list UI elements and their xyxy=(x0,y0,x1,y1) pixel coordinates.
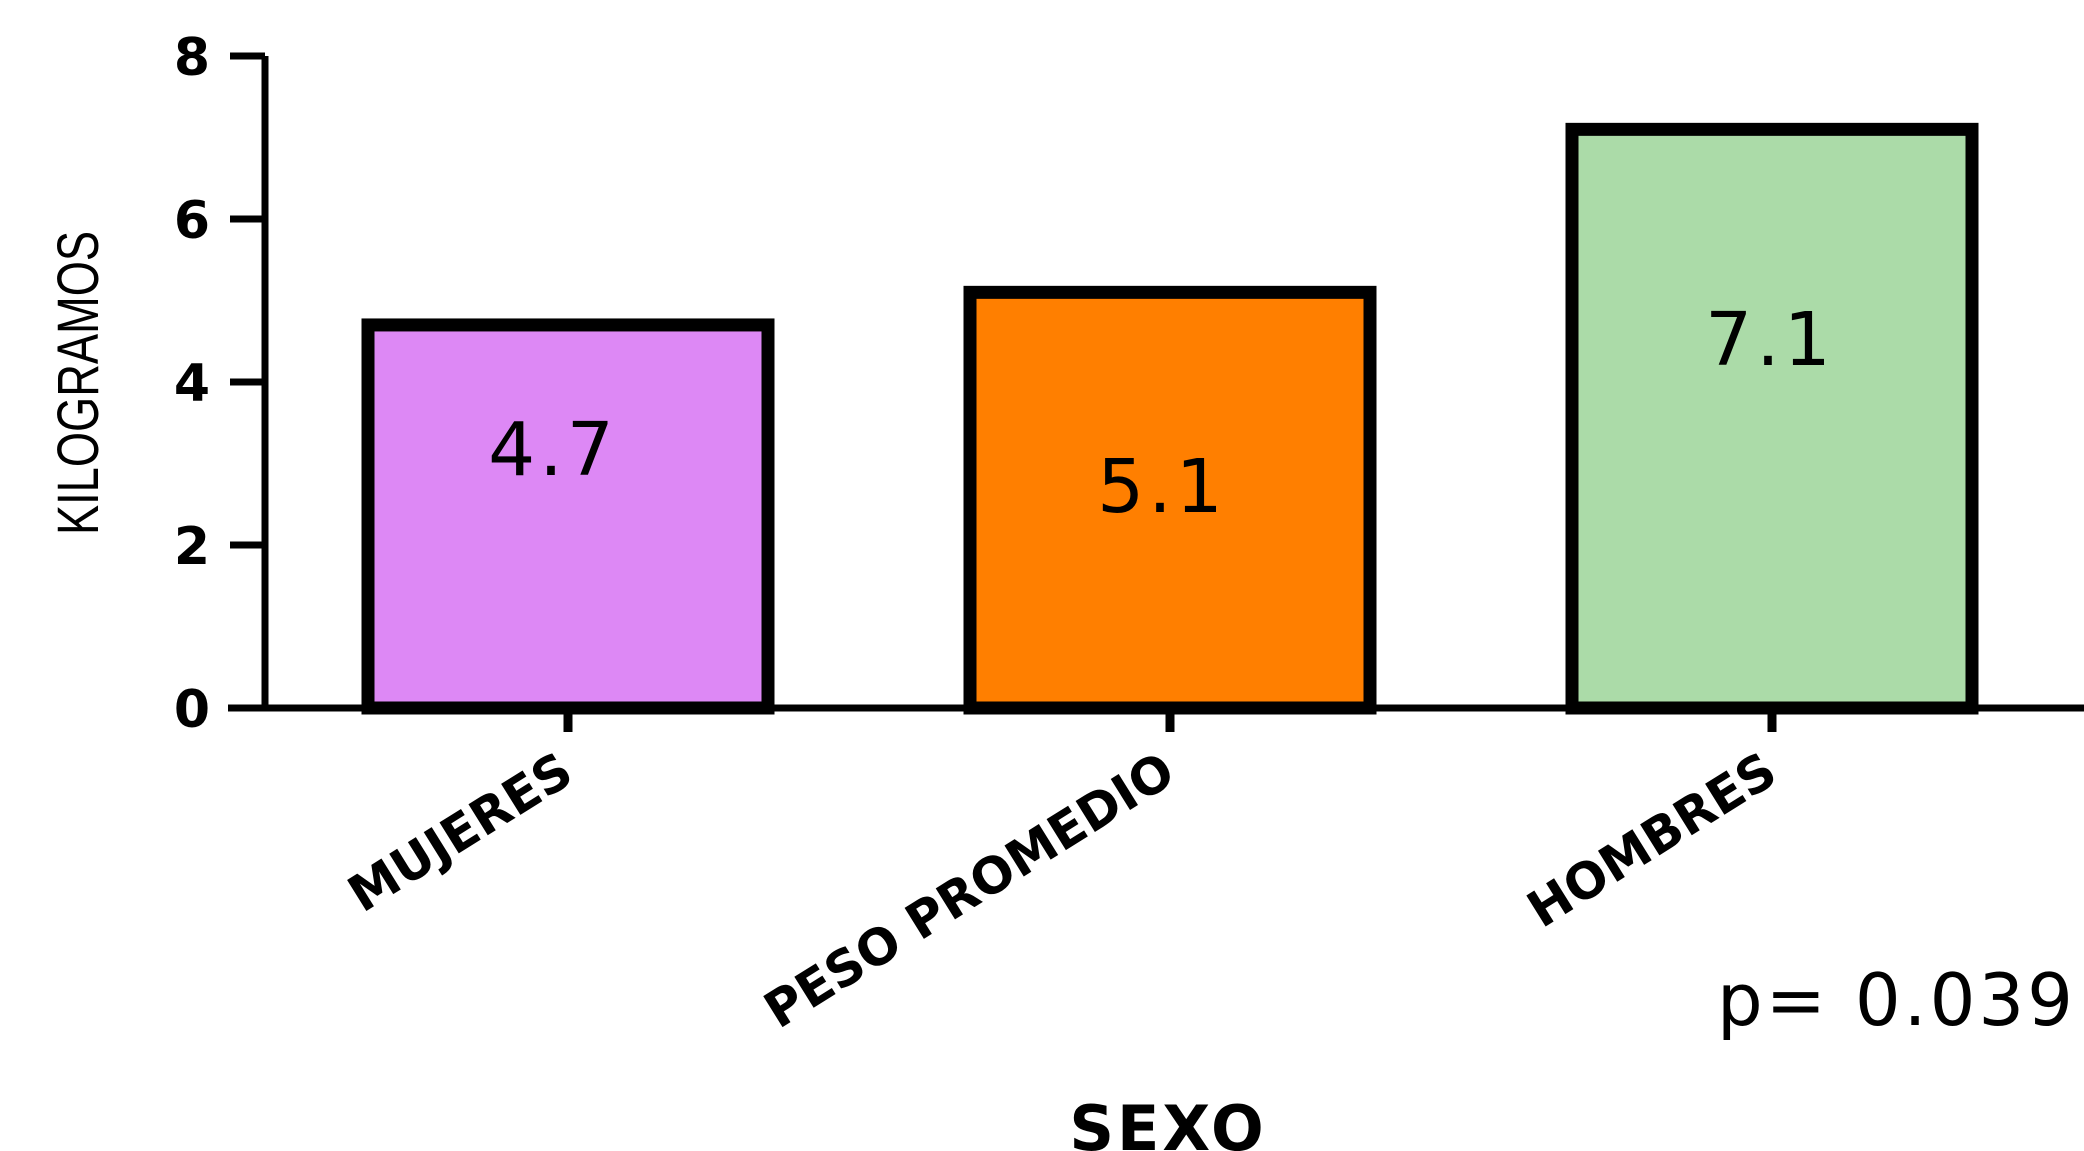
x-axis-title: SEXO xyxy=(1069,1092,1266,1151)
y-tick-label: 6 xyxy=(174,191,210,251)
bar xyxy=(1565,122,1979,715)
value-labels: 4.7 5.1 7.1 xyxy=(488,297,1835,530)
value-label: 5.1 xyxy=(1097,444,1227,530)
category-label: MUJERES xyxy=(338,741,582,924)
y-axis-title: KILOGRAMOS xyxy=(47,231,112,535)
category-label: PESO PROMEDIO xyxy=(754,741,1184,1040)
category-label: HOMBRES xyxy=(1517,741,1786,939)
category-labels: MUJERES PESO PROMEDIO HOMBRES xyxy=(338,741,1786,1040)
y-tick-label: 4 xyxy=(174,354,210,414)
x-axis-ticks xyxy=(563,708,1777,732)
bars xyxy=(361,122,1979,715)
value-label: 4.7 xyxy=(488,407,618,493)
y-tick-label: 0 xyxy=(174,680,210,740)
y-tick-label: 2 xyxy=(174,517,210,577)
p-value-annotation: p= 0.039 xyxy=(1717,958,2076,1042)
bar xyxy=(361,318,775,715)
y-axis-ticks: 0 2 4 6 8 xyxy=(174,28,265,740)
value-label: 7.1 xyxy=(1705,297,1835,383)
y-tick-label: 8 xyxy=(174,28,210,88)
